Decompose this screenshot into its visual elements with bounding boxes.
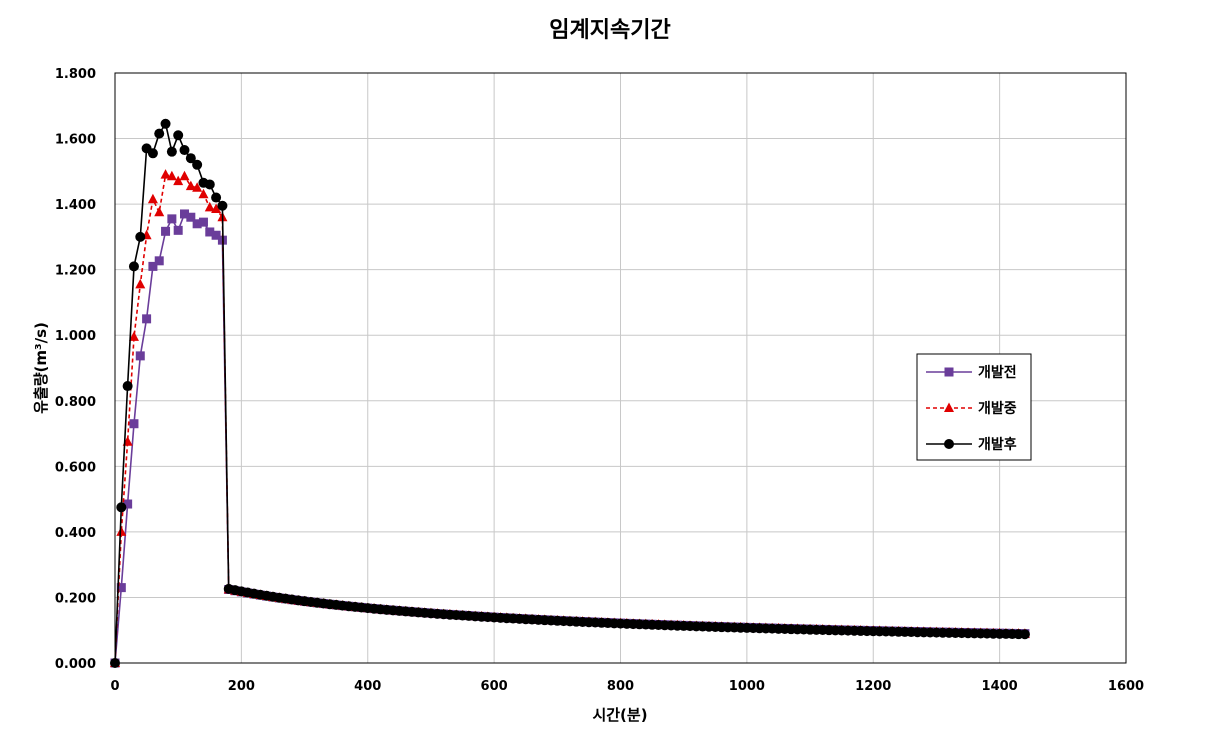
data-point-square (142, 314, 152, 324)
data-point-square (186, 212, 196, 222)
x-axis-ticks: 0 200 400 600 800 1000 1200 1400 1600 (110, 679, 1144, 694)
data-point-triangle (147, 193, 158, 204)
y-tick-label: 0.200 (55, 591, 96, 606)
data-point-circle (211, 192, 222, 203)
data-point-circle (173, 130, 184, 141)
data-point-circle (135, 231, 146, 242)
data-point-circle (166, 146, 177, 157)
chart-title: 임계지속기간 (549, 18, 670, 43)
data-point-triangle (173, 175, 184, 186)
data-point-square (211, 230, 221, 240)
data-point-triangle (160, 169, 171, 179)
data-point-circle (128, 261, 139, 272)
x-tick-label: 800 (607, 679, 634, 694)
legend-label: 개발전 (978, 364, 1017, 381)
x-tick-label: 1600 (1108, 679, 1144, 694)
y-tick-label: 1.200 (55, 264, 96, 279)
data-point-triangle (198, 188, 209, 199)
series-3 (110, 118, 1030, 668)
data-point-square (180, 209, 190, 219)
data-point-circle (122, 381, 133, 392)
x-tick-label: 200 (228, 679, 255, 694)
data-point-square (173, 225, 183, 235)
y-axis-ticks: 0.000 0.200 0.400 0.600 0.800 1.000 1.200 1.400… (55, 67, 96, 672)
data-point-triangle (154, 206, 165, 217)
plot-frame (114, 72, 1127, 664)
data-point-triangle (944, 402, 954, 412)
y-tick-label: 1.800 (55, 67, 96, 82)
data-point-circle (944, 439, 954, 449)
data-point-circle (185, 153, 196, 164)
y-tick-label: 0.800 (55, 395, 96, 410)
data-point-triangle (128, 331, 139, 341)
data-point-square (198, 217, 208, 227)
y-tick-label: 0.600 (55, 460, 96, 475)
x-tick-label: 1400 (982, 679, 1018, 694)
data-point-circle (154, 128, 165, 139)
grid-lines (115, 73, 1126, 663)
data-point-circle (217, 200, 228, 211)
data-point-circle (160, 118, 171, 129)
data-point-circle (147, 148, 158, 159)
data-point-square (205, 227, 215, 237)
data-point-circle (110, 658, 120, 668)
data-point-circle (179, 145, 190, 156)
data-point-triangle (204, 201, 215, 212)
y-axis-title: 유출량(m³/s) (32, 322, 50, 414)
data-point-triangle (211, 203, 222, 214)
series-layer (110, 118, 1030, 668)
data-point-circle (204, 179, 215, 190)
y-tick-label: 0.400 (55, 526, 96, 541)
legend-label: 개발중 (978, 400, 1017, 417)
data-point-square (129, 419, 139, 429)
data-point-triangle (179, 170, 190, 181)
data-point-circle (1019, 629, 1030, 640)
x-tick-label: 400 (354, 679, 381, 694)
data-point-square (148, 261, 158, 271)
data-point-circle (192, 159, 203, 170)
data-point-square (154, 256, 164, 266)
x-tick-label: 0 (110, 679, 119, 694)
legend-label: 개발후 (978, 436, 1017, 453)
data-point-triangle (135, 278, 146, 289)
data-point-triangle (192, 182, 203, 192)
data-point-triangle (185, 180, 196, 191)
data-point-triangle (166, 170, 177, 181)
data-point-circle (116, 502, 127, 513)
data-point-square (116, 583, 126, 593)
data-point-square (167, 214, 177, 224)
data-point-square (944, 367, 954, 377)
series-line (114, 121, 1025, 664)
data-point-square (135, 351, 145, 361)
data-point-square (192, 219, 202, 229)
x-axis-title: 시간(분) (592, 706, 647, 724)
data-point-square (161, 226, 171, 236)
x-tick-label: 1000 (729, 679, 765, 694)
y-tick-label: 1.400 (55, 198, 96, 213)
x-tick-label: 1200 (855, 679, 891, 694)
y-tick-label: 1.600 (55, 133, 96, 148)
data-point-square (123, 499, 133, 509)
series-1 (110, 209, 1030, 668)
data-point-triangle (116, 526, 127, 536)
y-tick-label: 0.000 (55, 657, 96, 672)
y-tick-label: 1.000 (55, 329, 96, 344)
x-tick-label: 600 (481, 679, 508, 694)
